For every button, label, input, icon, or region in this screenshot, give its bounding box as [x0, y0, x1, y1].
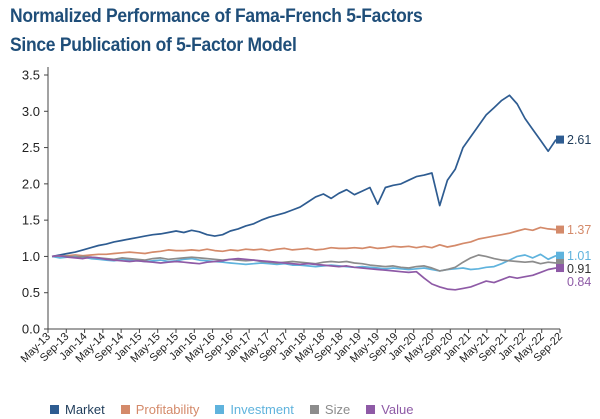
y-tick-label: 0.5: [22, 285, 40, 300]
legend-item-value: Value: [366, 401, 414, 417]
y-tick-label: 2.0: [22, 176, 40, 191]
y-tick-label: 3.5: [22, 68, 40, 83]
chart-subtitle: Since Publication of 5-Factor Model: [10, 35, 297, 56]
end-label-profitability: 1.37: [567, 223, 591, 237]
end-label-market: 2.61: [567, 133, 591, 147]
series-line-market: [51, 94, 557, 258]
end-marker-profitability: [556, 225, 564, 234]
chart-legend: Market Profitability Investment Size Value: [50, 400, 430, 418]
end-marker-value: [556, 264, 564, 273]
legend-label: Size: [324, 401, 351, 417]
legend-label: Investment: [230, 401, 294, 417]
legend-swatch: [50, 404, 59, 414]
series-line-profitability: [52, 226, 557, 258]
series-line-value: [51, 254, 557, 291]
legend-item-profitability: Profitability: [120, 401, 200, 417]
line-chart: 0.00.51.01.52.02.53.03.5May-13Sep-13Jan-…: [19, 67, 591, 365]
legend-swatch: [309, 404, 319, 414]
end-marker-market: [556, 135, 564, 144]
end-label-value: 0.84: [567, 275, 591, 289]
legend-swatch: [215, 404, 225, 414]
y-tick-label: 1.5: [22, 213, 40, 228]
legend-item-investment: Investment: [215, 402, 294, 417]
legend-item-size: Size: [309, 401, 351, 417]
end-label-size: 0.91: [567, 262, 591, 276]
legend-swatch: [366, 404, 376, 414]
chart-title: Normalized Performance of Fama-French 5-…: [10, 6, 423, 27]
end-marker-investment: [556, 251, 564, 260]
y-tick-label: 0.0: [22, 322, 40, 337]
y-tick-label: 3.0: [22, 104, 40, 119]
legend-label: Value: [381, 401, 414, 417]
y-tick-label: 2.5: [22, 140, 40, 155]
legend-swatch: [120, 404, 130, 414]
legend-item-market: Market: [50, 402, 105, 417]
legend-label: Market: [65, 401, 105, 417]
series-line-size: [51, 254, 557, 272]
y-tick-label: 1.0: [22, 249, 40, 264]
end-marker-size: [556, 258, 564, 267]
legend-label: Profitability: [135, 401, 200, 417]
end-label-investment: 1.01: [567, 249, 591, 263]
